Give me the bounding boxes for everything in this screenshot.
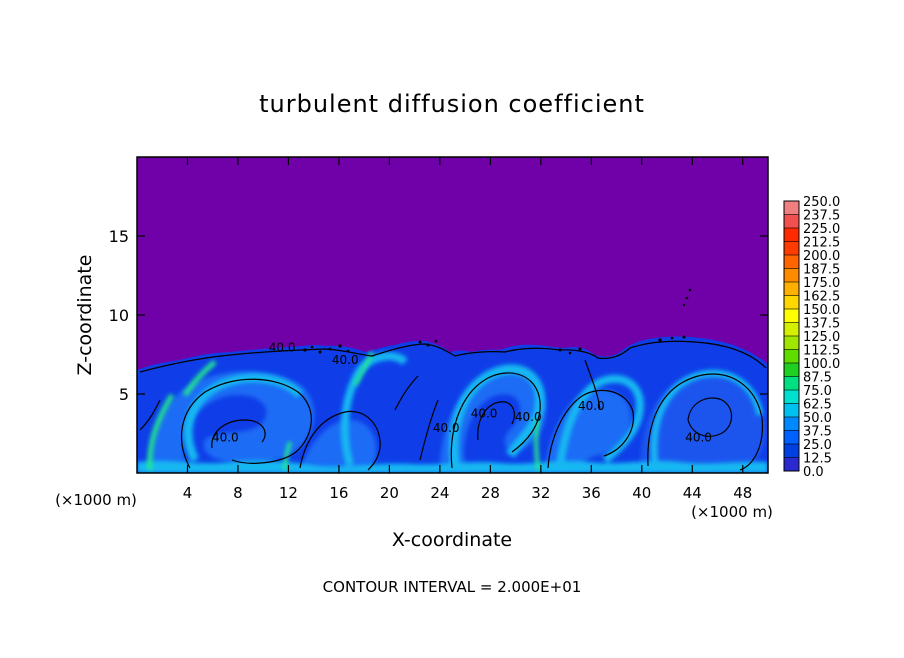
- x-axis: 4 8 12 16 20 24 28 32 36 40 44 48: [183, 157, 752, 502]
- color-legend: 250.0237.5225.0212.5200.0187.5175.0162.5…: [783, 195, 840, 480]
- contour-label: 40.0: [433, 421, 460, 435]
- swirl-mid-left: [300, 420, 377, 470]
- legend-label: 137.5: [803, 317, 840, 332]
- legend-swatch: [784, 349, 799, 363]
- legend-label: 12.5: [803, 452, 832, 467]
- y-axis: 5 10 15: [109, 227, 768, 404]
- contour-label: 40.0: [515, 410, 542, 424]
- legend-swatch: [784, 322, 799, 336]
- legend-label: 200.0: [803, 249, 840, 264]
- x-axis-title: X-coordinate: [392, 529, 512, 551]
- y-tick-label: 10: [109, 306, 129, 325]
- legend-label: 237.5: [803, 209, 840, 224]
- legend-swatch: [784, 295, 799, 309]
- legend-swatch: [784, 268, 799, 282]
- legend-label: 37.5: [803, 425, 832, 440]
- contour-label: 40.0: [332, 353, 359, 367]
- legend-label: 162.5: [803, 290, 840, 305]
- legend-swatch: [784, 255, 799, 269]
- x-tick-label: 36: [582, 484, 601, 502]
- x-tick-label: 24: [430, 484, 449, 502]
- legend-swatch: [784, 444, 799, 458]
- contour-labels: 40.0 40.0 40.0 40.0 40.0 40.0 40.0 40.0: [212, 340, 712, 444]
- legend-swatch: [784, 201, 799, 215]
- legend-swatch: [784, 241, 799, 255]
- legend-label: 50.0: [803, 411, 832, 426]
- legend-swatch: [784, 336, 799, 350]
- legend-label: 250.0: [803, 195, 840, 210]
- contour-label: 40.0: [578, 399, 605, 413]
- legend-label: 150.0: [803, 303, 840, 318]
- x-tick-label: 8: [233, 484, 243, 502]
- legend-label: 112.5: [803, 344, 840, 359]
- legend-swatch: [784, 430, 799, 444]
- legend-label: 225.0: [803, 222, 840, 237]
- legend-swatch: [784, 282, 799, 296]
- legend-label: 87.5: [803, 371, 832, 386]
- y-tick-label: 5: [119, 385, 129, 404]
- contour-interval-note: CONTOUR INTERVAL = 2.000E+01: [323, 578, 582, 596]
- green-streak-3: [353, 351, 374, 386]
- green-streak-4: [534, 419, 540, 471]
- x-unit-label-left: (×1000 m): [55, 491, 137, 509]
- diffusion-field: 40.0 40.0 40.0 40.0 40.0 40.0 40.0 40.0: [137, 288, 768, 473]
- contour-label: 40.0: [471, 407, 498, 421]
- legend-label: 187.5: [803, 263, 840, 278]
- legend-label: 75.0: [803, 384, 832, 399]
- legend-label: 175.0: [803, 276, 840, 291]
- x-tick-label: 4: [183, 484, 193, 502]
- green-streak-2: [182, 360, 217, 397]
- legend-swatch: [784, 228, 799, 242]
- legend-swatch: [784, 403, 799, 417]
- x-tick-label: 28: [481, 484, 500, 502]
- x-tick-label: 16: [329, 484, 348, 502]
- legend-swatch: [784, 417, 799, 431]
- legend-label: 125.0: [803, 330, 840, 345]
- x-tick-label: 32: [531, 484, 550, 502]
- legend-swatch: [784, 376, 799, 390]
- legend-swatch: [784, 457, 799, 471]
- green-streak-1: [147, 393, 175, 471]
- contour-label: 40.0: [269, 340, 296, 354]
- green-streak-5: [283, 441, 292, 471]
- legend-label: 100.0: [803, 357, 840, 372]
- x-tick-label: 20: [380, 484, 399, 502]
- filament-mid: [340, 352, 408, 467]
- x-tick-label: 44: [683, 484, 702, 502]
- contour-label: 40.0: [212, 430, 239, 444]
- legend-swatch: [784, 363, 799, 377]
- plot-area: 40.0 40.0 40.0 40.0 40.0 40.0 40.0 40.0: [136, 156, 769, 474]
- y-tick-label: 15: [109, 227, 129, 246]
- contour-label: 40.0: [685, 430, 712, 444]
- legend-label: 0.0: [803, 465, 824, 480]
- y-axis-title: Z-coordinate: [74, 255, 96, 376]
- x-tick-label: 40: [632, 484, 651, 502]
- legend-label: 212.5: [803, 236, 840, 251]
- chart-title: turbulent diffusion coefficient: [259, 90, 645, 118]
- legend-label: 62.5: [803, 398, 832, 413]
- legend-label: 25.0: [803, 438, 832, 453]
- contour-lines: [139, 340, 767, 471]
- legend-swatch: [784, 214, 799, 228]
- legend-swatch: [784, 390, 799, 404]
- swirl-left: [150, 371, 315, 470]
- x-tick-label: 48: [733, 484, 752, 502]
- x-tick-label: 12: [279, 484, 298, 502]
- legend-swatch: [784, 309, 799, 323]
- x-unit-label-right: (×1000 m): [691, 503, 773, 521]
- contour-speckles: [303, 288, 692, 355]
- surface-layer: [137, 460, 768, 473]
